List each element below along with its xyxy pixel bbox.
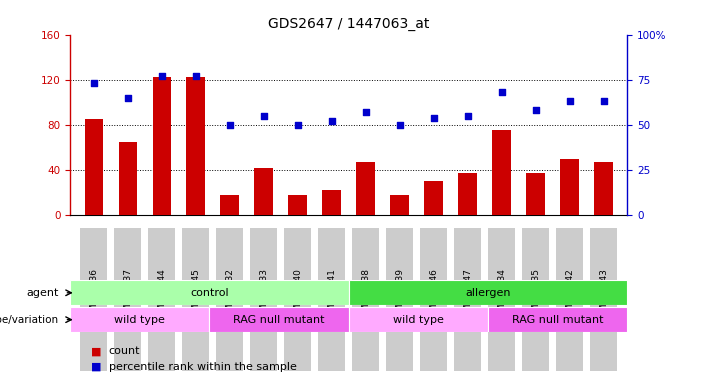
Text: GSM158135: GSM158135 <box>531 268 540 323</box>
Bar <box>85 119 103 215</box>
Text: GSM158138: GSM158138 <box>361 268 370 323</box>
Point <box>496 89 508 95</box>
Bar <box>118 142 137 215</box>
Point <box>88 80 100 86</box>
FancyBboxPatch shape <box>81 228 107 371</box>
Text: GSM158144: GSM158144 <box>157 268 166 323</box>
Bar <box>492 131 511 215</box>
Point <box>530 107 541 113</box>
Text: GSM158140: GSM158140 <box>293 268 302 323</box>
Bar <box>390 195 409 215</box>
Text: percentile rank within the sample: percentile rank within the sample <box>109 362 297 372</box>
Bar <box>424 181 443 215</box>
Text: agent: agent <box>27 288 59 298</box>
Point <box>190 73 201 79</box>
FancyBboxPatch shape <box>114 228 142 371</box>
Point <box>156 73 168 79</box>
Point <box>462 113 473 119</box>
Bar <box>356 162 375 215</box>
Text: GSM158141: GSM158141 <box>327 268 336 323</box>
Point <box>122 95 133 101</box>
Text: GSM158145: GSM158145 <box>191 268 200 323</box>
Point <box>326 118 337 124</box>
Text: allergen: allergen <box>465 288 511 298</box>
FancyBboxPatch shape <box>217 228 243 371</box>
Bar <box>526 173 545 215</box>
Bar <box>488 307 627 332</box>
FancyBboxPatch shape <box>386 228 413 371</box>
Bar <box>221 195 239 215</box>
Bar <box>186 78 205 215</box>
Title: GDS2647 / 1447063_at: GDS2647 / 1447063_at <box>268 17 430 31</box>
Text: GSM158139: GSM158139 <box>395 268 404 323</box>
FancyBboxPatch shape <box>250 228 277 371</box>
Point <box>598 98 609 104</box>
Point <box>292 122 304 128</box>
Text: GSM158136: GSM158136 <box>90 268 98 323</box>
Bar <box>153 78 171 215</box>
Text: wild type: wild type <box>114 314 165 325</box>
Point <box>258 113 269 119</box>
Bar <box>560 159 579 215</box>
Bar <box>288 195 307 215</box>
Bar <box>322 190 341 215</box>
Text: RAG null mutant: RAG null mutant <box>512 314 604 325</box>
FancyBboxPatch shape <box>421 228 447 371</box>
Text: ■: ■ <box>91 362 102 372</box>
Bar <box>70 280 349 305</box>
FancyBboxPatch shape <box>285 228 311 371</box>
Text: wild type: wild type <box>393 314 444 325</box>
FancyBboxPatch shape <box>149 228 175 371</box>
Text: genotype/variation: genotype/variation <box>0 314 59 325</box>
Text: GSM158142: GSM158142 <box>565 268 574 323</box>
FancyBboxPatch shape <box>182 228 210 371</box>
Point <box>394 122 405 128</box>
FancyBboxPatch shape <box>353 228 379 371</box>
Text: GSM158137: GSM158137 <box>123 268 132 323</box>
Text: GSM158134: GSM158134 <box>497 268 506 323</box>
FancyBboxPatch shape <box>556 228 583 371</box>
FancyBboxPatch shape <box>590 228 617 371</box>
Text: RAG null mutant: RAG null mutant <box>233 314 325 325</box>
Text: count: count <box>109 346 140 356</box>
Bar <box>349 280 627 305</box>
FancyBboxPatch shape <box>454 228 481 371</box>
FancyBboxPatch shape <box>488 228 515 371</box>
Text: control: control <box>190 288 229 298</box>
Point <box>428 114 440 121</box>
Bar <box>594 162 613 215</box>
Bar <box>349 307 488 332</box>
Text: ■: ■ <box>91 346 102 356</box>
Text: GSM158143: GSM158143 <box>599 268 608 323</box>
Text: GSM158147: GSM158147 <box>463 268 472 323</box>
Text: GSM158146: GSM158146 <box>429 268 438 323</box>
Bar <box>210 307 348 332</box>
Point <box>360 109 372 115</box>
Bar <box>254 168 273 215</box>
FancyBboxPatch shape <box>522 228 549 371</box>
Text: GSM158133: GSM158133 <box>259 268 268 323</box>
Point <box>564 98 576 104</box>
Bar <box>458 173 477 215</box>
Text: GSM158132: GSM158132 <box>225 268 234 323</box>
Point <box>224 122 236 128</box>
Bar <box>70 307 210 332</box>
FancyBboxPatch shape <box>318 228 345 371</box>
